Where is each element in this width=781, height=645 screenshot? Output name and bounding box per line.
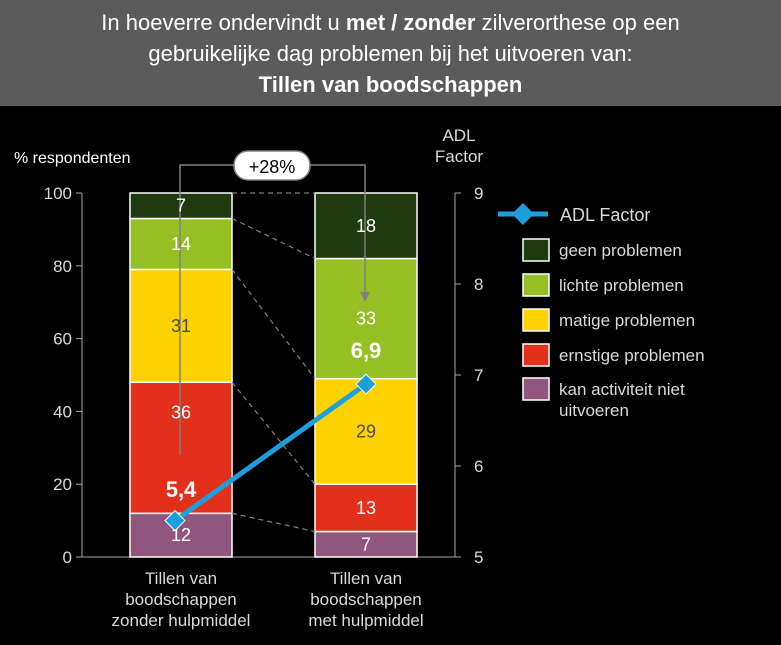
annotation-label: +28% <box>249 157 296 177</box>
bar-segment <box>129 192 233 220</box>
legend-label: geen problemen <box>559 241 682 260</box>
y-tick-label: 60 <box>53 330 72 349</box>
category-label: Tillen van <box>145 569 217 588</box>
category-label: boodschappen <box>310 590 422 609</box>
segment-connector <box>231 512 316 533</box>
data-label: 31 <box>171 316 191 336</box>
y2-tick-label: 7 <box>474 366 483 385</box>
legend-swatch <box>522 238 550 262</box>
bar-segment <box>314 257 418 380</box>
data-label: 29 <box>356 421 376 441</box>
y-tick-label: 40 <box>53 402 72 421</box>
bar-segment <box>314 377 418 485</box>
legend-swatch <box>522 308 550 332</box>
data-label: 14 <box>171 234 191 254</box>
y2-tick-label: 9 <box>474 184 483 203</box>
category-label: boodschappen <box>125 590 237 609</box>
category-label: Tillen van <box>330 569 402 588</box>
legend-label: uitvoeren <box>559 401 629 420</box>
legend-label: kan activiteit niet <box>559 380 685 399</box>
y-tick-label: 20 <box>53 475 72 494</box>
title-line-2: gebruikelijke dag problemen bij het uitv… <box>148 41 633 66</box>
data-label: 18 <box>356 216 376 236</box>
adl-factor-marker <box>355 373 377 395</box>
y-tick-label: 80 <box>53 257 72 276</box>
y2-tick-label: 5 <box>474 548 483 567</box>
bar-segment <box>314 483 418 533</box>
y-tick-label: 0 <box>63 548 72 567</box>
legend-label: lichte problemen <box>559 276 684 295</box>
category-label: met hulpmiddel <box>308 611 423 630</box>
bar-segment <box>314 192 418 260</box>
y2-axis-title: ADL <box>442 126 475 145</box>
legend-swatch <box>522 343 550 367</box>
title-line-1-bold: met / zonder <box>345 10 476 35</box>
annotation-badge <box>233 150 311 181</box>
y2-tick-label: 6 <box>474 457 483 476</box>
legend-swatch <box>522 377 550 401</box>
adl-value-label: 5,4 <box>166 477 197 502</box>
category-label: zonder hulpmiddel <box>112 611 251 630</box>
adl-value-label: 6,9 <box>351 338 382 363</box>
y2-axis-title: Factor <box>435 147 484 166</box>
legend-line-marker <box>512 203 534 225</box>
y2-tick-label: 8 <box>474 275 483 294</box>
data-label: 7 <box>361 534 371 554</box>
data-label: 7 <box>176 196 186 216</box>
legend-label: matige problemen <box>559 311 695 330</box>
title-line-1-end: zilverorthese op een <box>475 10 680 35</box>
title-line-1-start: In hoeverre ondervindt u <box>101 10 346 35</box>
legend-swatch <box>522 273 550 297</box>
title-line-1: In hoeverre ondervindt u met / zonder zi… <box>0 7 781 38</box>
chart-title-banner: In hoeverre ondervindt u met / zonder zi… <box>0 0 781 106</box>
segment-connector <box>231 269 316 380</box>
data-label: 33 <box>356 309 376 329</box>
adl-factor-marker <box>164 509 186 532</box>
segment-connector <box>231 381 316 485</box>
bar-segment <box>129 268 233 384</box>
data-label: 36 <box>171 402 191 422</box>
legend-label: ADL Factor <box>560 205 650 225</box>
y-axis-title: % respondenten <box>14 150 131 167</box>
segment-connector <box>231 217 316 260</box>
bar-segment <box>129 217 233 271</box>
adl-factor-line <box>173 382 368 523</box>
data-label: 13 <box>356 498 376 518</box>
y-tick-label: 100 <box>44 184 72 203</box>
legend-label: ernstige problemen <box>559 346 705 365</box>
annotation-arrowhead <box>360 292 370 302</box>
title-line-3: Tillen van boodschappen <box>258 72 523 97</box>
